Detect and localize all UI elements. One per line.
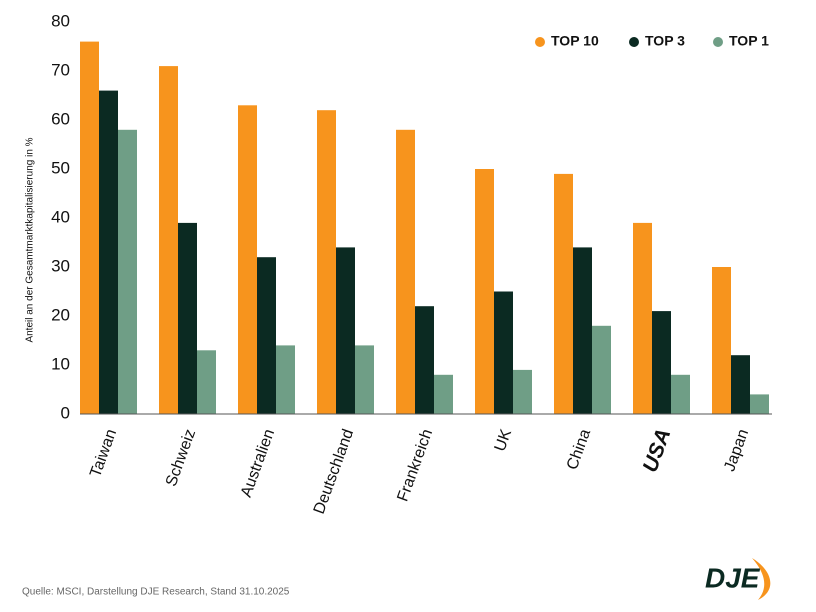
y-tick-label: 80 xyxy=(51,11,70,30)
logo-swoosh xyxy=(752,558,771,600)
legend-marker xyxy=(629,37,639,47)
bar xyxy=(159,66,178,414)
bar xyxy=(257,257,276,414)
y-tick-label: 70 xyxy=(51,60,70,79)
legend-label: TOP 1 xyxy=(729,33,769,49)
x-tick-label: China xyxy=(564,427,594,472)
logo: DJE xyxy=(705,562,761,593)
x-tick-label: UK xyxy=(492,427,516,454)
y-tick-label: 10 xyxy=(51,354,70,373)
legend-label: TOP 10 xyxy=(551,33,599,49)
x-tick-label: Japan xyxy=(721,427,752,474)
y-axis-label: Anteil an der Gesamtmarktkapitalisierung… xyxy=(25,137,36,342)
bar xyxy=(355,345,374,414)
bar xyxy=(434,374,453,414)
bar xyxy=(415,306,434,414)
bar xyxy=(652,311,671,414)
x-tick-label: Frankreich xyxy=(394,427,436,504)
bar xyxy=(573,247,592,414)
source: Quelle: MSCI, Darstellung DJE Research, … xyxy=(22,587,290,598)
x-tick-label: Taiwan xyxy=(87,427,120,480)
bar xyxy=(197,350,216,414)
x-tick-label: Schweiz xyxy=(163,427,199,489)
y-tick-label: 20 xyxy=(51,305,70,324)
y-tick-label: 40 xyxy=(51,207,70,226)
bar xyxy=(276,345,295,414)
y-tick-label: 60 xyxy=(51,109,70,128)
y-tick-label: 0 xyxy=(61,403,70,422)
bar xyxy=(712,267,731,414)
bar xyxy=(475,169,494,414)
bar xyxy=(118,129,137,415)
legend-label: TOP 3 xyxy=(645,33,685,49)
bar xyxy=(592,325,611,414)
y-tick-label: 30 xyxy=(51,256,70,275)
bar xyxy=(336,247,355,414)
legend-marker xyxy=(535,37,545,47)
bar xyxy=(494,291,513,414)
bar xyxy=(80,41,99,414)
bar xyxy=(513,369,532,414)
bar xyxy=(99,90,118,414)
x-tick-label: Australien xyxy=(238,427,278,500)
bar xyxy=(633,222,652,414)
y-tick-label: 50 xyxy=(51,158,70,177)
bar xyxy=(396,129,415,415)
bar xyxy=(750,394,769,414)
bar xyxy=(671,374,690,414)
x-tick-label: Deutschland xyxy=(311,427,357,516)
bar xyxy=(238,105,257,415)
bar xyxy=(554,173,573,414)
legend-marker xyxy=(713,37,723,47)
bar xyxy=(317,110,336,414)
bar xyxy=(178,222,197,414)
bar xyxy=(731,355,750,414)
x-tick-label: USA xyxy=(639,426,676,476)
